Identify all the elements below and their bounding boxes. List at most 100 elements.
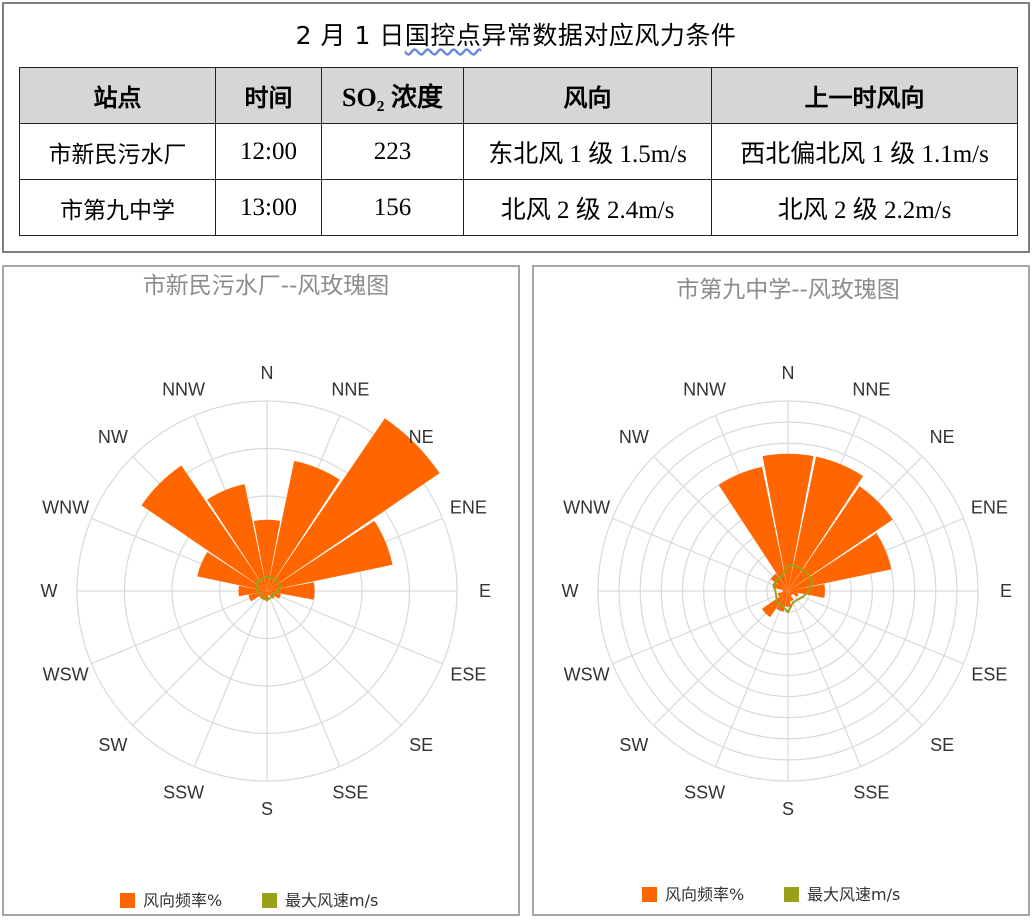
cell-station: 市第九中学 — [19, 179, 216, 236]
wedge-sw — [761, 591, 788, 618]
direction-label-sw: SW — [98, 735, 127, 755]
direction-label-nw: NW — [98, 427, 128, 447]
wedge-w — [238, 585, 267, 597]
chart-title: 市新民污水厂--风玫瑰图 — [143, 273, 390, 299]
direction-label-wsw: WSW — [43, 664, 89, 684]
legend-label-max-speed: 最大风速m/s — [285, 891, 378, 910]
direction-label-nnw: NNW — [162, 380, 205, 400]
cell-so2: 223 — [321, 123, 464, 180]
table-title-underlined: 国控点 — [404, 21, 482, 50]
polar-grid — [76, 400, 458, 782]
direction-label-ssw: SSW — [163, 782, 204, 802]
direction-label-e: E — [479, 581, 491, 601]
direction-label-se: SE — [930, 735, 954, 755]
wedge-sse — [788, 591, 794, 602]
max-speed-series — [255, 575, 282, 602]
wedge-ne — [788, 486, 893, 591]
table-header-row: 站点 时间 SO₂ 浓度 风向 上一时风向 — [19, 67, 1018, 124]
direction-label-nne: NNE — [852, 380, 890, 400]
wedge-ese — [788, 591, 799, 597]
legend: 风向频率% 最大风速m/s — [642, 885, 900, 904]
wedge-ssw — [776, 591, 788, 612]
direction-label-nnw: NNW — [683, 380, 726, 400]
direction-label-w: W — [562, 581, 579, 601]
grid-spoke — [612, 517, 789, 592]
direction-label-wnw: WNW — [42, 498, 89, 518]
grid-spoke — [193, 590, 268, 767]
wedge-n — [762, 453, 814, 591]
wedge-nne — [267, 460, 340, 591]
cell-previous-wind-direction: 北风 2 级 2.2m/s — [711, 179, 1018, 236]
grid-spoke — [787, 590, 964, 665]
chart-title: 市第九中学--风玫瑰图 — [676, 277, 900, 303]
frequency-series — [141, 418, 440, 602]
direction-label-n: N — [782, 363, 795, 383]
table-title: 2 月 1 日国控点异常数据对应风力条件 — [4, 16, 1028, 52]
direction-label-ene: ENE — [971, 498, 1008, 518]
direction-label-s: S — [782, 799, 794, 819]
direction-labels: N NNE NE ENE E ESE SE SSE S SSW SW WSW W WNW NW NNW — [41, 363, 492, 819]
header-previous-wind-direction: 上一时风向 — [711, 67, 1018, 124]
grid-spoke — [266, 590, 402, 726]
table-row: 市第九中学 13:00 156 北风 2 级 2.4m/s 北风 2 级 2.2… — [19, 179, 1018, 236]
cell-so2: 156 — [321, 179, 464, 236]
direction-label-sse: SSE — [853, 782, 889, 802]
frequency-series — [718, 453, 893, 618]
grid-spoke — [787, 590, 923, 726]
direction-label-ese: ESE — [971, 664, 1007, 684]
direction-label-nw: NW — [619, 427, 649, 447]
legend-label-frequency: 风向频率% — [665, 885, 744, 904]
cell-previous-wind-direction: 西北偏北风 1 级 1.1m/s — [711, 123, 1018, 180]
wind-conditions-table: 站点 时间 SO₂ 浓度 风向 上一时风向 市新民污水厂 12:00 223 东… — [19, 67, 1018, 236]
header-station: 站点 — [19, 67, 216, 124]
wedge-wsw — [248, 591, 267, 602]
direction-label-s: S — [261, 799, 273, 819]
direction-label-ese: ESE — [450, 664, 486, 684]
header-so2: SO₂ 浓度 — [321, 67, 464, 124]
direction-label-ssw: SSW — [684, 782, 725, 802]
wind-conditions-box: 2 月 1 日国控点异常数据对应风力条件 站点 时间 SO₂ 浓度 风向 上一时… — [2, 2, 1030, 253]
wedge-nnw — [718, 467, 788, 591]
grid-spoke — [612, 590, 789, 665]
direction-label-wsw: WSW — [564, 664, 610, 684]
grid-spoke — [91, 590, 268, 665]
wedge-s — [785, 591, 791, 607]
wedge-wnw — [772, 582, 788, 591]
wedge-e — [267, 582, 315, 600]
direction-label-wnw: WNW — [563, 498, 610, 518]
direction-label-ne: NE — [409, 427, 434, 447]
direction-label-e: E — [1000, 581, 1012, 601]
max-speed-series — [772, 563, 814, 614]
grid-spoke — [787, 590, 862, 767]
legend-label-max-speed: 最大风速m/s — [807, 885, 900, 904]
legend-label-frequency: 风向频率% — [143, 891, 222, 910]
wedge-nw — [141, 465, 267, 591]
table-title-prefix: 2 月 1 日 — [295, 21, 405, 50]
legend: 风向频率% 最大风速m/s — [120, 891, 378, 910]
wedge-w — [782, 590, 788, 592]
legend-swatch-frequency — [642, 887, 657, 902]
header-wind-direction: 风向 — [463, 67, 712, 124]
wind-rose-chart-no9-school: 市第九中学--风玫瑰图 N NNE NE ENE E ESE SE SSE S SSW SW WSW W W… — [562, 277, 1013, 904]
cell-station: 市新民污水厂 — [19, 123, 216, 180]
wedge-sse — [267, 591, 270, 596]
wedge-se — [788, 591, 793, 596]
legend-swatch-max-speed — [784, 887, 799, 902]
legend-swatch-max-speed — [262, 893, 277, 908]
wedge-e — [788, 584, 825, 598]
direction-label-sw: SW — [619, 735, 648, 755]
direction-label-n: N — [261, 363, 274, 383]
wind-rose-panel-xinmin: 市新民污水厂--风玫瑰图 N NNE NE ENE E ESE SE SSE S SSW SW WSW W… — [2, 265, 520, 916]
cell-time: 13:00 — [215, 179, 322, 236]
table-row: 市新民污水厂 12:00 223 东北风 1 级 1.5m/s 西北偏北风 1 … — [19, 123, 1018, 180]
direction-label-sse: SSE — [332, 782, 368, 802]
direction-label-nne: NNE — [331, 380, 369, 400]
grid-spoke — [266, 590, 443, 665]
grid-spoke — [653, 456, 789, 592]
direction-labels: N NNE NE ENE E ESE SE SSE S SSW SW WSW W WNW NW NNW — [562, 363, 1013, 819]
wedge-wnw — [197, 551, 267, 591]
cell-time: 12:00 — [215, 123, 322, 180]
wedge-ene — [267, 520, 393, 591]
table-title-suffix: 异常数据对应风力条件 — [481, 21, 737, 50]
wedge-nne — [788, 456, 864, 591]
